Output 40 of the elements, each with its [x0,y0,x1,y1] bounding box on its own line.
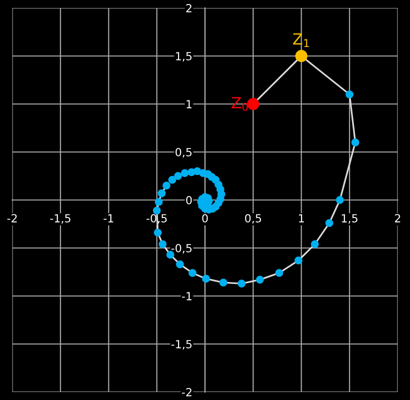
point [351,138,360,146]
point [176,260,184,268]
point [310,240,319,248]
point [256,276,264,284]
y-tick-label: 2 [186,4,192,12]
point [168,176,176,184]
point [154,198,163,206]
y-tick-label: 1,5 [176,52,192,62]
y-tick-label: 0,5 [176,148,192,158]
point [247,98,260,110]
y-tick-label: -2 [182,388,192,396]
point [346,90,354,98]
x-tick-label: 1 [299,214,304,222]
point [295,50,308,62]
point [162,182,170,190]
point [325,219,334,227]
point [219,278,228,287]
x-tick-label: -1,5 [50,214,70,224]
x-tick-label: 2 [394,214,400,222]
y-tick-label: 1 [186,100,192,108]
y-tick-label: -1,5 [171,340,192,350]
point [188,269,196,277]
point [158,189,166,198]
point [154,228,162,237]
point [336,196,344,204]
point [180,169,189,178]
x-tick-label: 0,5 [245,214,262,224]
point [275,269,284,277]
point [294,256,302,264]
x-tick-label: -1 [104,214,114,222]
x-tick-label: 0 [202,214,208,222]
y-tick-label: 0 [186,196,192,204]
x-tick-label: 1,5 [342,214,358,224]
point [158,240,167,248]
y-tick-label: -1 [182,292,192,300]
y-tick-label: -0,5 [171,244,192,254]
point [238,280,246,288]
point [174,172,182,180]
x-tick-label: -2 [7,214,17,222]
point [202,274,210,283]
